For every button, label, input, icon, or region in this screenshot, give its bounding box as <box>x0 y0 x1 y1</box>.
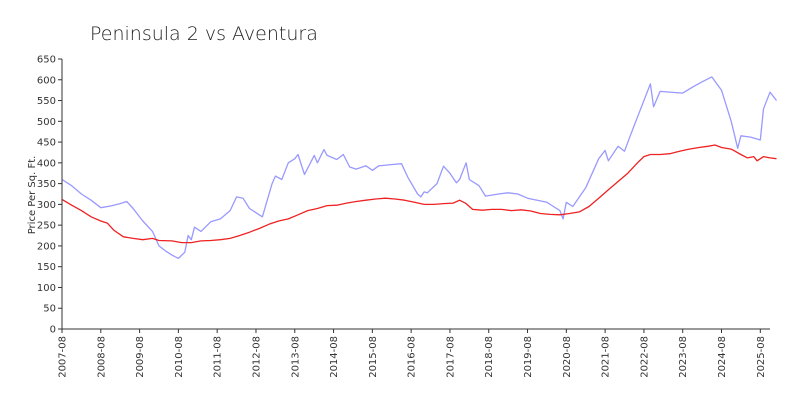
y-tick-label: 50 <box>43 304 56 315</box>
y-tick-label: 450 <box>37 138 56 149</box>
y-axis: 0 50 100 150 200 250 300 350 400 450 500 550 600 650 <box>37 55 62 336</box>
y-tick-label: 500 <box>37 117 56 128</box>
y-tick-label: 650 <box>37 55 56 66</box>
y-tick-label: 250 <box>37 221 56 232</box>
y-tick-label: 400 <box>37 158 56 169</box>
x-tick-label: 2007-08 <box>58 336 69 378</box>
x-tick-label: 2023-08 <box>678 336 689 378</box>
x-tick-label: 2018-08 <box>484 336 495 378</box>
y-tick-label: 550 <box>37 96 56 107</box>
y-tick-label: 150 <box>37 262 56 273</box>
y-axis-label: Price Per Sq. Ft. <box>27 156 38 235</box>
y-tick-label: 350 <box>37 179 56 190</box>
x-tick-label: 2020-08 <box>562 336 573 378</box>
series-layer <box>61 76 778 260</box>
x-tick-label: 2012-08 <box>251 336 262 378</box>
y-tick-label: 100 <box>37 283 56 294</box>
x-tick-label: 2011-08 <box>213 336 224 378</box>
x-tick-label: 2016-08 <box>407 336 418 378</box>
series-line-1 <box>61 76 778 260</box>
x-tick-label: 2019-08 <box>523 336 534 378</box>
x-tick-label: 2013-08 <box>290 336 301 378</box>
x-tick-label: 2015-08 <box>368 336 379 378</box>
x-tick-label: 2014-08 <box>329 336 340 378</box>
y-tick-label: 600 <box>37 75 56 86</box>
x-tick-label: 2022-08 <box>639 336 650 378</box>
x-tick-label: 2010-08 <box>174 336 185 378</box>
x-tick-label: 2021-08 <box>601 336 612 378</box>
chart-title: Peninsula 2 vs Aventura <box>90 23 318 45</box>
x-tick-label: 2017-08 <box>445 336 456 378</box>
y-tick-label: 300 <box>37 200 56 211</box>
x-tick-label: 2025-08 <box>756 336 767 378</box>
x-tick-label: 2024-08 <box>717 336 728 378</box>
series-line-2 <box>61 144 777 244</box>
y-tick-label: 0 <box>50 325 56 336</box>
y-tick-label: 200 <box>37 241 56 252</box>
x-axis: 2007-08 2008-08 2009-08 2010-08 2011-08 2012-… <box>58 329 767 378</box>
x-tick-label: 2008-08 <box>96 336 107 378</box>
x-tick-label: 2009-08 <box>135 336 146 378</box>
